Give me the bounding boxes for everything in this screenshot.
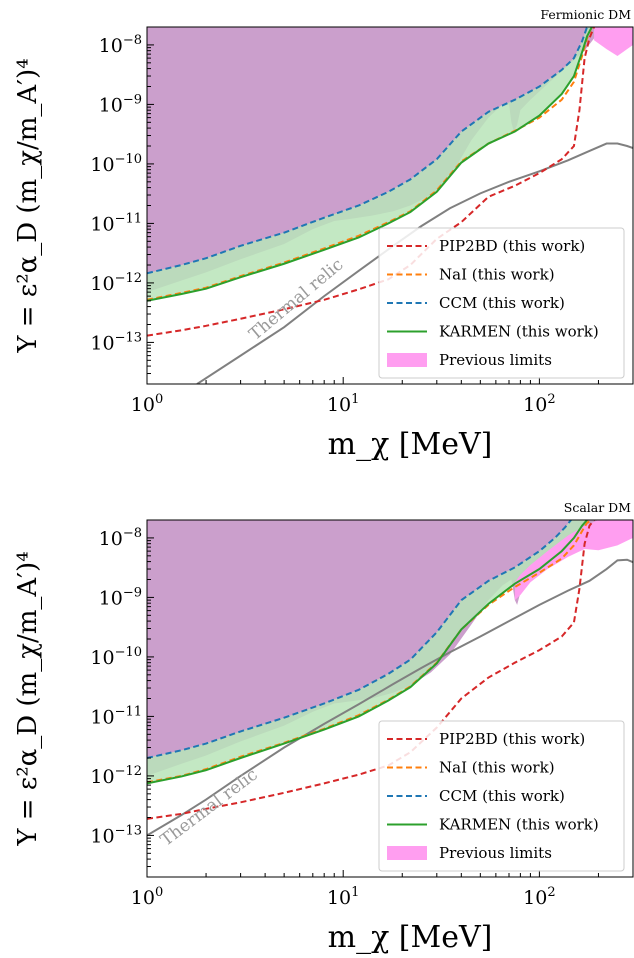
y-tick-label: 10−13 (90, 823, 142, 847)
series-line-karmen (147, 27, 593, 302)
previous-limits-exclusive (594, 27, 633, 57)
legend: PIP2BD (this work) NaI (this work) CCM (th… (378, 227, 625, 379)
legend-entry: PIP2BD (this work) (439, 730, 585, 748)
x-axis-label: m_χ [MeV] (328, 427, 493, 462)
series-line-ccm (147, 27, 589, 275)
y-axis-label: Y = ε²α_D (m_χ/m_A′)⁴ (13, 58, 43, 353)
legend: PIP2BD (this work) NaI (this work) CCM (th… (378, 720, 625, 872)
legend-entry: NaI (this work) (439, 266, 555, 284)
y-axis-label: Y = ε²α_D (m_χ/m_A′)⁴ (13, 551, 43, 846)
plot-area (147, 520, 633, 837)
sensitivity-band (147, 520, 588, 784)
legend-entry: CCM (this work) (439, 294, 565, 312)
panel-title: Scalar DM (564, 500, 631, 515)
legend-entry: KARMEN (this work) (439, 323, 599, 341)
legend-entry: PIP2BD (this work) (439, 237, 585, 255)
legend-entry: Previous limits (439, 351, 552, 369)
legend-entry: NaI (this work) (439, 759, 555, 777)
series-line-ccm (147, 520, 572, 759)
series-line-karmen (147, 520, 588, 785)
legend-swatch (387, 846, 427, 860)
y-tick-label: 10−11 (90, 704, 142, 728)
y-tick-label: 10−8 (99, 33, 142, 57)
y-tick-label: 10−12 (90, 271, 142, 295)
thermal-relic-line (147, 558, 633, 837)
previous-limits-region (147, 27, 633, 293)
x-tick-label: 101 (327, 885, 359, 909)
y-tick-label: 10−9 (99, 92, 142, 116)
legend-swatch (387, 353, 427, 367)
previous-limits-exclusive (514, 520, 633, 601)
previous-limits-region (147, 520, 633, 776)
legend-entry: Previous limits (439, 844, 552, 862)
legend-entry: CCM (this work) (439, 787, 565, 805)
y-tick-label: 10−10 (90, 152, 142, 176)
y-tick-label: 10−13 (90, 330, 142, 354)
panel-title: Fermionic DM (540, 7, 631, 22)
x-tick-label: 100 (131, 885, 163, 909)
thermal-relic-line (196, 142, 633, 384)
x-tick-label: 101 (327, 392, 359, 416)
x-tick-label: 102 (523, 392, 555, 416)
x-tick-label: 100 (131, 392, 163, 416)
sensitivity-band (147, 27, 592, 301)
plot-area (147, 27, 633, 384)
y-tick-label: 10−9 (99, 585, 142, 609)
y-tick-label: 10−12 (90, 764, 142, 788)
y-tick-label: 10−8 (99, 526, 142, 550)
series-line-pip2bd (147, 520, 595, 820)
legend-entry: KARMEN (this work) (439, 816, 599, 834)
legend-box (378, 227, 625, 379)
x-tick-label: 102 (523, 885, 555, 909)
x-axis-label: m_χ [MeV] (328, 920, 493, 955)
y-tick-label: 10−11 (90, 211, 142, 235)
legend-box (378, 720, 625, 872)
y-tick-label: 10−10 (90, 645, 142, 669)
